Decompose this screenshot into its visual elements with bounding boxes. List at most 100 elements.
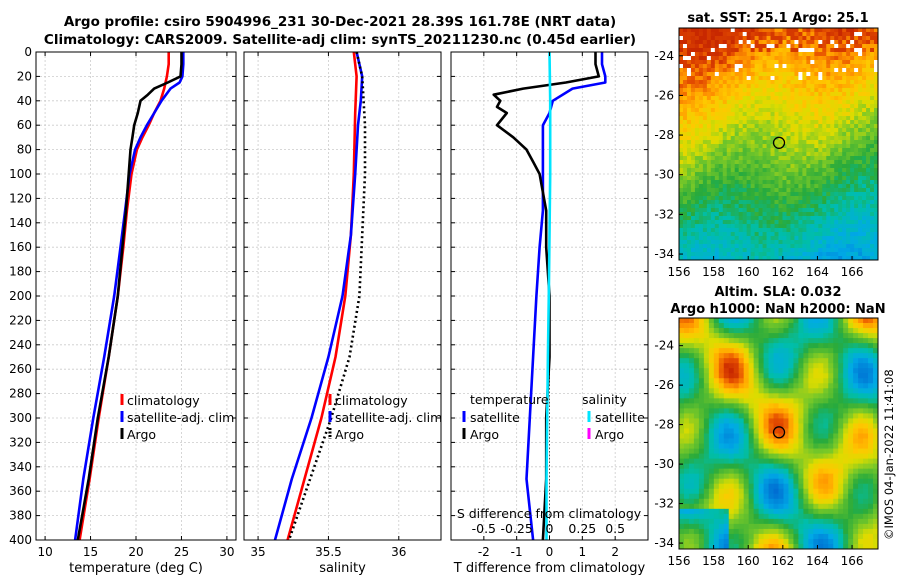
heatmap-cell — [798, 128, 803, 133]
heatmap-cell — [866, 204, 871, 209]
heatmap-cell — [842, 96, 847, 101]
heatmap-cell — [686, 208, 692, 213]
heatmap-cell — [702, 108, 708, 113]
heatmap-cell — [778, 252, 783, 257]
heatmap-cell — [798, 168, 803, 173]
heatmap-cell — [798, 84, 803, 89]
heatmap-cell — [679, 498, 685, 505]
heatmap-cell — [766, 196, 771, 201]
heatmap-cell — [814, 76, 819, 81]
heatmap-cell — [758, 343, 764, 349]
heatmap-cell — [718, 328, 725, 334]
heatmap-cell — [838, 438, 844, 444]
heatmap-cell — [813, 533, 819, 540]
heatmap-cell — [702, 128, 708, 133]
heatmap-cell — [798, 343, 804, 349]
heatmap-cell — [778, 256, 783, 261]
heatmap-cell — [690, 236, 696, 241]
heatmap-cell — [702, 160, 708, 165]
heatmap-cell — [750, 216, 756, 221]
heatmap-cell — [698, 508, 705, 515]
heatmap-cell — [848, 393, 854, 399]
heatmap-cell — [748, 473, 755, 480]
heatmap-cell — [810, 232, 815, 237]
heatmap-cell — [826, 228, 831, 233]
heatmap-cell — [758, 333, 764, 339]
heatmap-cell — [743, 418, 750, 424]
heatmap-cell — [858, 343, 864, 349]
heatmap-cell — [722, 44, 728, 49]
heatmap-cell — [762, 88, 767, 93]
heatmap-cell — [713, 328, 720, 334]
heatmap-cell — [770, 256, 775, 261]
heatmap-cell — [694, 232, 700, 237]
heatmap-cell — [846, 172, 851, 177]
heatmap-cell — [778, 453, 784, 460]
legend-label: Argo — [127, 427, 156, 442]
heatmap-cell — [794, 232, 799, 237]
heatmap-cell — [708, 403, 715, 409]
heatmap-cell — [738, 48, 744, 53]
heatmap-cell — [790, 228, 795, 233]
heatmap-cell — [870, 136, 875, 141]
heatmap-cell — [854, 196, 859, 201]
heatmap-cell — [813, 488, 819, 495]
heatmap-cell — [773, 513, 779, 520]
heatmap-cell — [843, 438, 849, 444]
heatmap-cell — [690, 60, 696, 65]
heatmap-cell — [694, 200, 700, 205]
heatmap-cell — [753, 323, 760, 329]
heatmap-cell — [679, 164, 684, 169]
heatmap-cell — [686, 160, 692, 165]
heatmap-cell — [726, 228, 732, 233]
heatmap-cell — [838, 503, 844, 510]
heatmap-cell — [822, 100, 827, 105]
heatmap-cell — [822, 120, 827, 125]
heatmap-cell — [830, 72, 835, 77]
heatmap-cell — [873, 468, 879, 475]
heatmap-cell — [850, 180, 855, 185]
heatmap-cell — [790, 220, 795, 225]
heatmap-cell — [698, 403, 705, 409]
heatmap-cell — [743, 373, 750, 379]
heatmap-cell — [718, 108, 724, 113]
heatmap-cell — [783, 418, 789, 424]
heatmap-cell — [873, 463, 879, 470]
heatmap-cell — [733, 463, 740, 470]
heatmap-cell — [874, 88, 879, 93]
heatmap-cell — [690, 64, 696, 69]
heatmap-cell — [743, 463, 750, 470]
heatmap-cell — [734, 224, 740, 229]
heatmap-cell — [734, 84, 740, 89]
heatmap-cell — [803, 318, 809, 324]
heatmap-cell — [868, 323, 874, 329]
heatmap-cell — [848, 323, 854, 329]
heatmap-cell — [723, 388, 730, 394]
heatmap-cell — [754, 32, 759, 37]
heatmap-cell — [748, 518, 755, 525]
heatmap-cell — [682, 256, 688, 261]
heatmap-cell — [788, 463, 794, 470]
heatmap-cell — [750, 228, 756, 233]
heatmap-cell — [862, 52, 867, 57]
heatmap-cell — [750, 72, 756, 77]
heatmap-cell — [754, 236, 759, 241]
heatmap-cell — [778, 112, 783, 117]
heatmap-cell — [679, 533, 685, 540]
heatmap-cell — [698, 48, 704, 53]
heatmap-cell — [842, 164, 847, 169]
heatmap-cell — [770, 48, 775, 53]
heatmap-cell — [843, 518, 849, 525]
heatmap-cell — [743, 338, 750, 344]
heatmap-cell — [828, 328, 834, 334]
heatmap-cell — [738, 418, 745, 424]
heatmap-cell — [868, 348, 874, 354]
heatmap-cell — [828, 533, 834, 540]
heatmap-cell — [734, 188, 740, 193]
heatmap-cell — [866, 140, 871, 145]
heatmap-cell — [768, 473, 774, 480]
heatmap-cell — [822, 136, 827, 141]
heatmap-cell — [708, 503, 715, 510]
heatmap-cell — [734, 52, 740, 57]
heatmap-cell — [708, 518, 715, 525]
